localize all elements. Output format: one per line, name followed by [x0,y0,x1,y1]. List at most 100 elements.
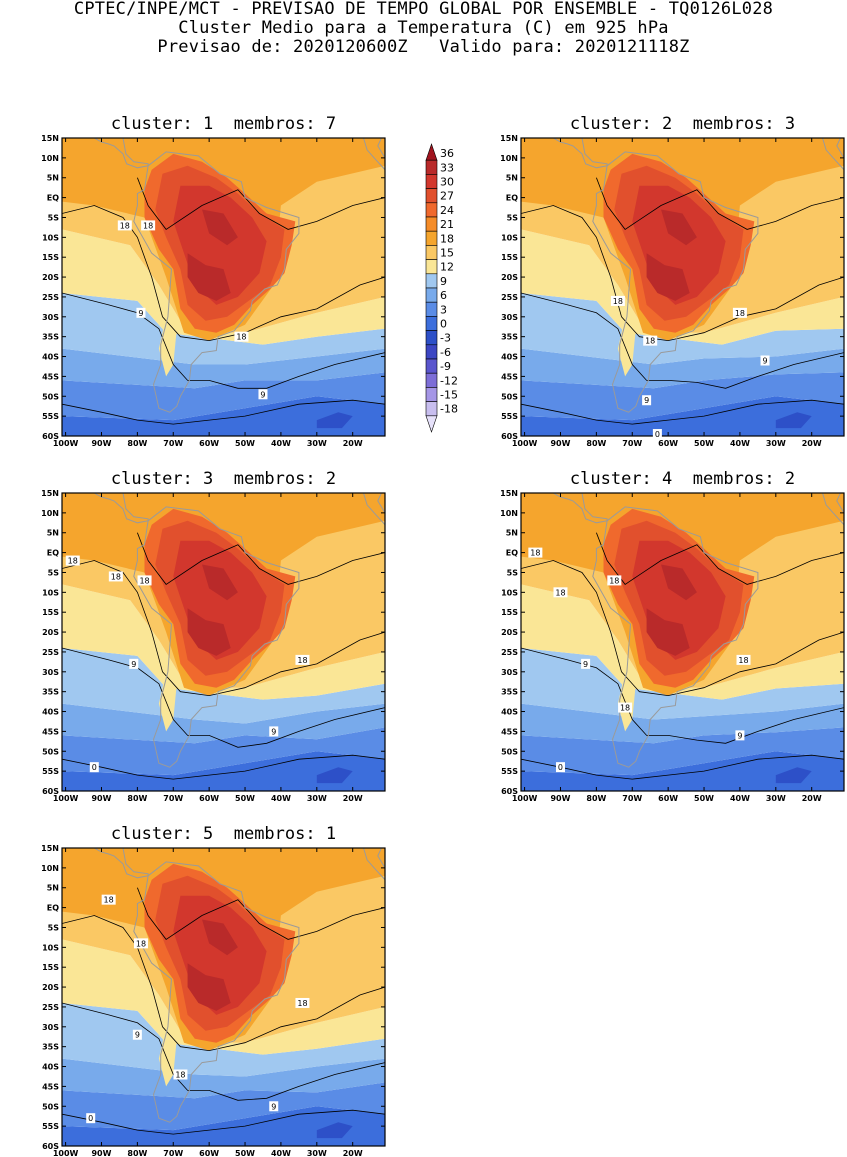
lat-tick-label: 10S [42,233,59,242]
contour-label: 9 [583,660,588,669]
lat-tick-label: 20S [501,273,518,282]
temperature-band [316,767,353,784]
lat-tick-label: 30S [42,668,59,677]
lat-tick-label: 45S [42,372,59,381]
contour-label-box [86,1113,96,1124]
temperature-band [62,372,385,421]
lon-tick-label: 40W [730,439,750,448]
colorbar-label: -9 [440,360,451,373]
panel-title-cluster-1: cluster: 1 membros: 7 [110,114,337,134]
lon-tick-label: 20W [343,1149,363,1157]
lat-tick-label: 40S [501,353,518,362]
lat-tick-label: 55S [42,767,59,776]
temperature-band [521,584,844,700]
temperature-field [62,493,385,791]
lat-tick-label: 30S [501,668,518,677]
coastline [362,493,385,526]
colorbar-label: -12 [440,374,458,387]
lat-tick-label: EQ [506,194,518,203]
contour-label: 18 [297,999,307,1008]
contour-label: 18 [645,337,655,346]
contour-label: 0 [558,763,563,772]
contour-label: 18 [175,1070,185,1079]
colorbar-label: 33 [440,161,454,174]
lat-tick-label: 45S [501,372,518,381]
colorbar-label: 36 [440,147,454,160]
coastline [592,151,759,413]
contour-line [62,1109,385,1135]
lon-tick-label: 80W [586,439,606,448]
contour-line [137,177,385,230]
contour-label: 0 [88,1114,93,1123]
contour-line [62,292,385,389]
lon-tick-label: 50W [235,1149,255,1157]
colorbar-label: -3 [440,332,451,345]
contour-label: 9 [737,731,742,740]
colorbar-swatch [425,358,438,374]
temperature-band [62,648,385,724]
lon-tick-label: 70W [163,794,183,803]
lat-tick-label: 35S [501,688,518,697]
lat-tick-label: 5N [47,174,59,183]
contour-label: 9 [138,309,143,318]
temperature-band [62,1003,385,1077]
lon-tick-label: 30W [766,794,786,803]
lon-tick-label: 30W [766,439,786,448]
lat-tick-label: 55S [42,1122,59,1131]
coastline [133,151,300,413]
panel-title-cluster-5: cluster: 5 membros: 1 [110,824,337,844]
lat-tick-label: 20S [42,273,59,282]
lat-tick-label: 20S [501,628,518,637]
lat-tick-label: 15S [501,608,518,617]
lat-tick-label: 5S [48,923,60,932]
lon-tick-label: 100W [512,439,538,448]
temperature-band [62,396,385,436]
lat-tick-label: 25S [501,293,518,302]
colorbar-label: 24 [440,204,454,217]
coastline [133,506,300,768]
temperature-band [62,727,385,776]
lon-tick-label: 30W [307,439,327,448]
contour-label: 9 [644,396,649,405]
lat-tick-label: 15N [500,134,518,143]
temperature-band [316,1122,353,1139]
lat-tick-label: 15N [41,134,59,143]
temperature-band [62,1106,385,1146]
lon-tick-label: 70W [622,439,642,448]
lat-tick-label: 10S [501,233,518,242]
lat-tick-label: 5N [506,529,518,538]
colorbar-swatch [425,301,438,317]
lat-tick-label: 5S [48,213,60,222]
contour-line [521,647,844,744]
lat-tick-label: 60S [42,432,59,441]
contour-label-box [528,547,543,558]
lat-tick-label: 15N [41,489,59,498]
colorbar-swatch [425,273,438,289]
contour-label-box [642,395,652,406]
colorbar-swatch [425,230,438,246]
colorbar-label: 15 [440,247,454,260]
contour-label: 9 [131,660,136,669]
temperature-band [775,767,812,784]
contour-label: 18 [111,572,121,581]
contour-label-box [258,389,268,400]
lat-tick-label: 50S [501,392,518,401]
lon-tick-label: 20W [802,794,822,803]
lat-tick-label: 25S [42,293,59,302]
colorbar-swatch [425,202,438,218]
map-frame [61,847,386,1147]
lat-tick-label: 40S [42,1063,59,1072]
lat-tick-label: 30S [42,1023,59,1032]
contour-line [596,532,844,585]
lon-tick-label: 100W [512,794,538,803]
temperature-band [62,229,385,345]
lat-tick-label: 40S [42,708,59,717]
lat-tick-label: 5N [506,174,518,183]
contour-label: 9 [260,390,265,399]
coastline [552,493,608,524]
contour-label-box [101,894,116,905]
contour-label-box [117,220,132,231]
lon-tick-label: 20W [802,439,822,448]
